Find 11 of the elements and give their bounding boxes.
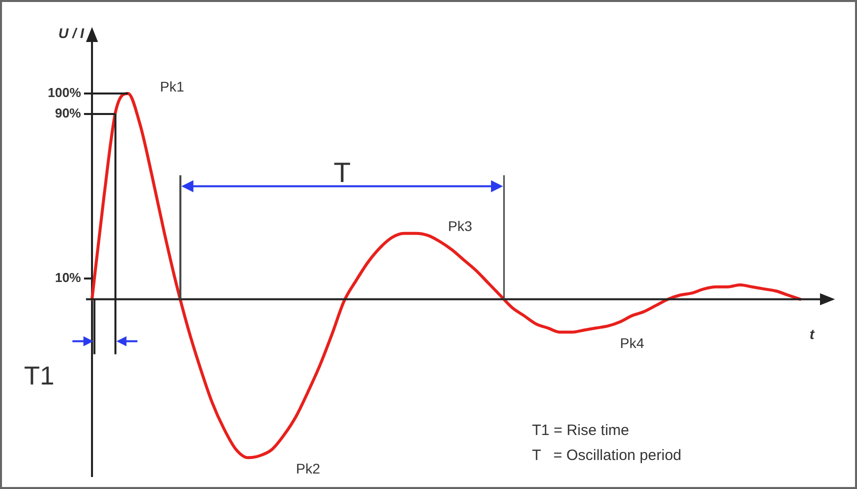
- annotation: Pk3: [448, 218, 472, 234]
- x-axis-title: t: [810, 326, 816, 342]
- annotation: Pk4: [620, 335, 644, 352]
- y-tick-label: 100%: [48, 85, 82, 100]
- text: T1: [24, 360, 54, 390]
- annotation: Pk2: [296, 460, 320, 477]
- annotation: T1 = Rise time: [532, 422, 630, 440]
- annotation: Pk1: [160, 78, 184, 94]
- y-axis-title: U / I: [58, 24, 86, 41]
- annotation: T: [334, 156, 351, 188]
- annotation: T = Oscillation period: [532, 447, 682, 464]
